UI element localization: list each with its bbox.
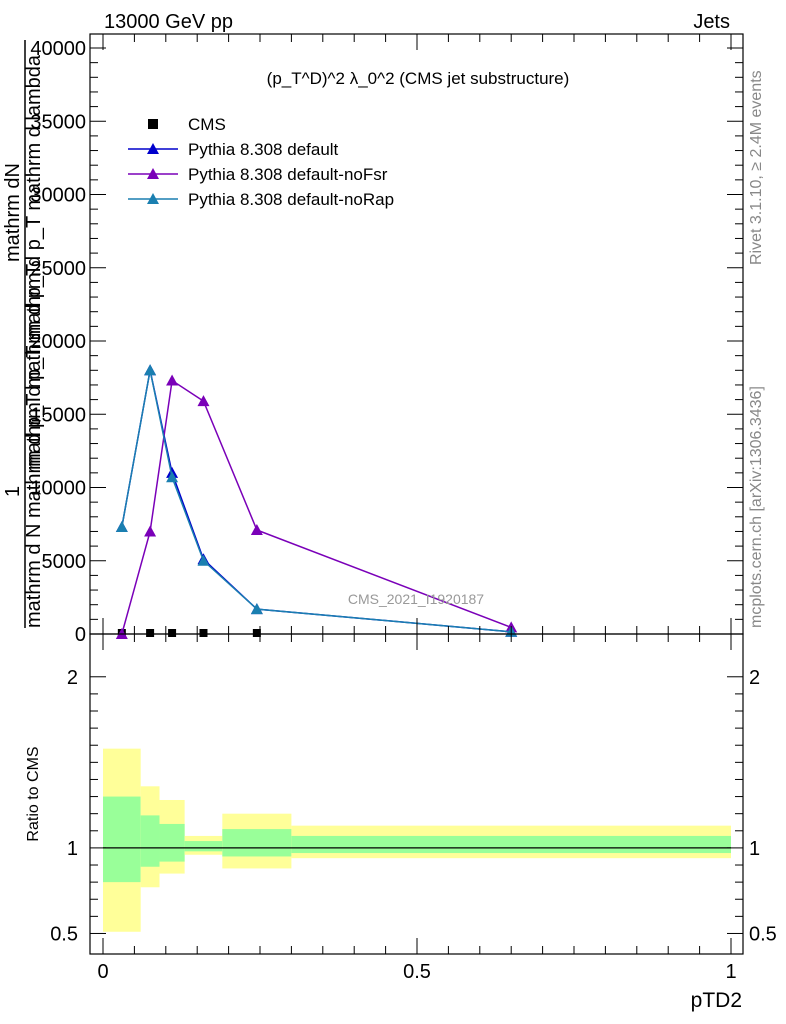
data-point [197,395,210,407]
x-tick-label: 1 [725,961,736,983]
y-tick-label: 20000 [30,331,86,353]
ratio-y-tick-label-right: 0.5 [749,923,777,945]
legend-marker [148,119,158,129]
y-tick-label: 30000 [30,185,86,207]
y-label-numer2: mathrm d p_T mathrm d p_T mathrm d lambd… [23,54,45,470]
ratio-y-tick-label-right: 1 [749,838,760,860]
data-point [168,629,177,637]
series-0 [117,629,261,637]
ratio-y-tick-label-right: 2 [749,667,760,689]
y-label-numer: mathrm dN [2,163,24,262]
data-point [146,629,155,637]
y-tick-label: 25000 [30,258,86,280]
legend-label: Pythia 8.308 default [188,140,339,159]
legend-label: CMS [188,115,226,134]
ratio-band-green [140,815,160,867]
ratio-band-green [291,835,731,854]
data-point [252,629,261,637]
analysis-label: CMS_2021_I1920187 [348,591,484,607]
data-point [199,629,208,637]
data-point [115,521,128,533]
x-tick-label: 0.5 [403,961,431,983]
legend-label: Pythia 8.308 default-noRap [188,190,394,209]
ratio-y-tick-label: 0.5 [50,923,78,945]
ratio-band-green [184,841,223,852]
series-line [121,379,512,635]
data-point [197,554,210,566]
ratio-y-tick-label: 1 [67,838,78,860]
data-point [250,603,263,615]
y-tick-label: 10000 [30,478,86,500]
ratio-y-tick-label: 2 [67,667,78,689]
y-label-one: 1 [2,486,24,497]
main-plot-panel: 0 5000 10000 15000 20000 25000 30000 35000 40000… [30,33,744,646]
data-point [144,364,157,376]
legend-label: Pythia 8.308 default-noFsr [188,165,388,184]
data-point [166,374,179,386]
ratio-y-label: Ratio to CMS [25,746,42,841]
x-axis-label: pTD2 [691,989,742,1012]
legend-marker [147,193,159,204]
series-line [121,370,512,633]
header-left: 13000 GeV pp [104,11,233,33]
legend-marker [147,168,159,179]
legend-marker [147,143,159,154]
ratio-plot-panel: 0.5 0.5 1 1 2 2 Ratio to CMS [25,633,777,955]
y-label-denom: mathrm d N mathrm d p_T mathrm d p_T [23,264,45,628]
y-tick-label: 0 [75,624,86,646]
y-tick-label: 5000 [42,551,87,573]
plot-title: (p_T^D)^2 λ_0^2 (CMS jet substructure) [267,69,570,88]
data-point [250,523,263,535]
header-right: Jets [693,11,730,33]
data-point [144,525,157,537]
y-tick-label: 35000 [30,111,86,133]
ratio-band-green [103,796,141,883]
x-tick-label: 0 [97,961,108,983]
rivet-label: Rivet 3.1.10, ≥ 2.4M events [748,70,765,265]
data-point [166,471,179,483]
y-axis-label: 1 mathrm d N mathrm d p_T mathrm d p_T m… [2,40,45,628]
mcplots-label: mcplots.cern.ch [arXiv:1306.3436] [748,386,765,628]
ratio-band-green [222,829,292,857]
y-tick-label: 40000 [30,38,86,60]
legend: CMS Pythia 8.308 default Pythia 8.308 defa… [128,115,394,209]
ratio-plot-frame [89,633,744,955]
ratio-band-green [159,823,185,862]
y-tick-label: 15000 [30,404,86,426]
